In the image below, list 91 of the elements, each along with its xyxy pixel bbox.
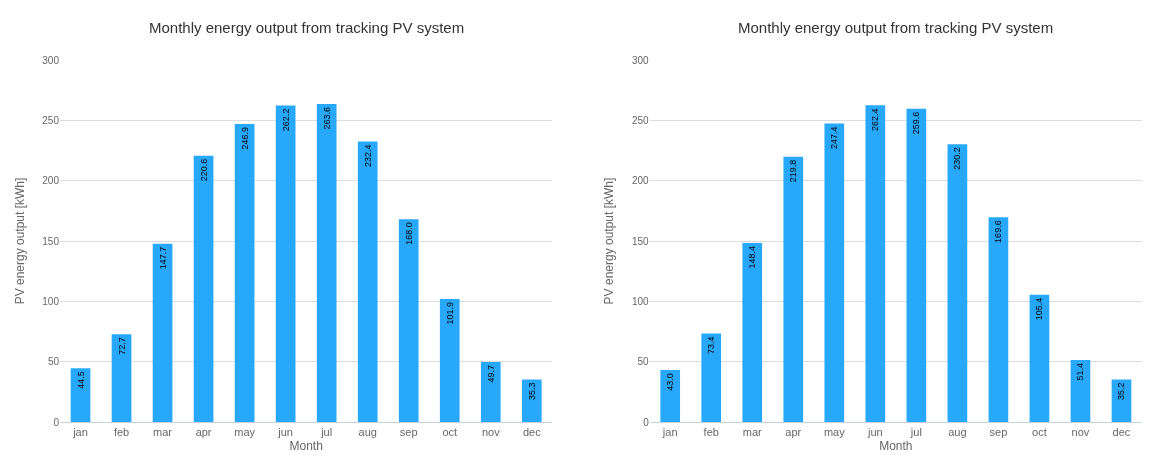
bar (480, 362, 501, 422)
bar (906, 108, 927, 422)
data-label: 230.2 (952, 147, 963, 170)
data-label: 35.3 (526, 382, 537, 400)
x-tick-label: may (234, 426, 256, 439)
data-label: 72.7 (116, 337, 127, 355)
data-label: 263.6 (321, 106, 332, 130)
data-label: 247.4 (829, 126, 840, 149)
x-tick-label: dec (522, 426, 542, 439)
y-tick-label: 100 (42, 295, 60, 307)
bar (1070, 359, 1091, 422)
x-tick-label: aug (948, 426, 967, 439)
bar (660, 370, 681, 422)
x-tick-label: jul (320, 426, 333, 439)
y-tick-label: 50 (47, 356, 60, 368)
data-label: 262.4 (870, 108, 881, 131)
bar (316, 103, 337, 422)
y-tick-label: 100 (632, 295, 650, 307)
y-tick-label: 200 (632, 175, 650, 187)
x-tick-label: feb (113, 426, 130, 439)
x-tick-label: jul (909, 426, 922, 439)
bar (742, 242, 763, 422)
data-label: 169.6 (993, 220, 1004, 243)
bar (783, 156, 804, 422)
x-tick-label: oct (442, 426, 458, 439)
data-label: 35.2 (1116, 382, 1127, 401)
bar (193, 155, 214, 422)
bar (865, 105, 886, 422)
x-tick-label: mar (153, 426, 173, 439)
data-label: 49.7 (485, 365, 496, 383)
bar (398, 219, 419, 422)
x-tick-label: nov (481, 426, 501, 439)
y-tick-label: 150 (42, 235, 60, 247)
chart-title: Monthly energy output from tracking PV system (738, 19, 1054, 36)
data-label: 259.6 (911, 111, 922, 135)
chart-title: Monthly energy output from tracking PV system (149, 19, 465, 36)
x-tick-label: sep (399, 426, 418, 439)
bar (70, 368, 91, 422)
y-tick-label: 300 (42, 54, 60, 66)
x-tick-label: dec (1112, 426, 1131, 439)
data-label: 168.0 (403, 222, 414, 245)
y-tick-label: 50 (637, 356, 650, 368)
x-tick-label: apr (785, 426, 802, 439)
x-tick-label: jan (661, 426, 678, 439)
bar (947, 144, 968, 422)
x-tick-label: jan (72, 426, 88, 439)
data-label: 73.4 (706, 336, 717, 354)
data-label: 220.6 (198, 158, 209, 182)
y-tick-label: 150 (632, 235, 650, 247)
y-tick-label: 250 (632, 114, 650, 126)
x-tick-label: mar (742, 426, 763, 439)
y-tick-label: 0 (643, 416, 650, 428)
bar (988, 217, 1009, 422)
x-tick-label: oct (1032, 426, 1047, 439)
bar (234, 124, 255, 422)
data-label: 246.9 (239, 127, 250, 150)
y-tick-label: 0 (53, 416, 60, 428)
bar (1029, 294, 1050, 422)
data-label: 262.2 (280, 108, 291, 132)
bar (152, 243, 173, 422)
bar (521, 379, 542, 422)
bar (824, 123, 845, 422)
x-tick-label: may (823, 426, 846, 439)
bar (111, 334, 132, 422)
x-axis-title: Month (879, 439, 913, 454)
bar (357, 141, 378, 422)
data-label: 101.9 (444, 302, 455, 325)
data-label: 219.8 (788, 159, 799, 183)
bar (439, 299, 460, 422)
y-axis-title: PV energy output [kWh] (602, 177, 617, 305)
bar (701, 333, 722, 422)
data-label: 43.0 (665, 373, 676, 391)
x-tick-label: nov (1071, 426, 1090, 439)
x-tick-label: feb (703, 426, 719, 439)
x-tick-label: apr (195, 426, 212, 439)
x-tick-label: jun (277, 426, 293, 439)
x-tick-label: sep (989, 426, 1008, 439)
y-axis-title: PV energy output [kWh] (12, 177, 27, 305)
y-tick-label: 200 (42, 175, 60, 187)
x-tick-label: aug (358, 426, 377, 439)
x-tick-label: jun (866, 426, 883, 439)
data-label: 51.4 (1075, 362, 1086, 381)
bar (275, 105, 296, 422)
x-axis-title: Month (289, 439, 323, 454)
data-label: 44.5 (75, 371, 86, 389)
data-label: 232.4 (362, 144, 373, 168)
y-tick-label: 300 (632, 54, 650, 66)
y-tick-label: 250 (42, 114, 60, 126)
data-label: 105.4 (1034, 297, 1045, 321)
data-label: 147.7 (157, 246, 168, 270)
data-label: 148.4 (747, 245, 758, 269)
